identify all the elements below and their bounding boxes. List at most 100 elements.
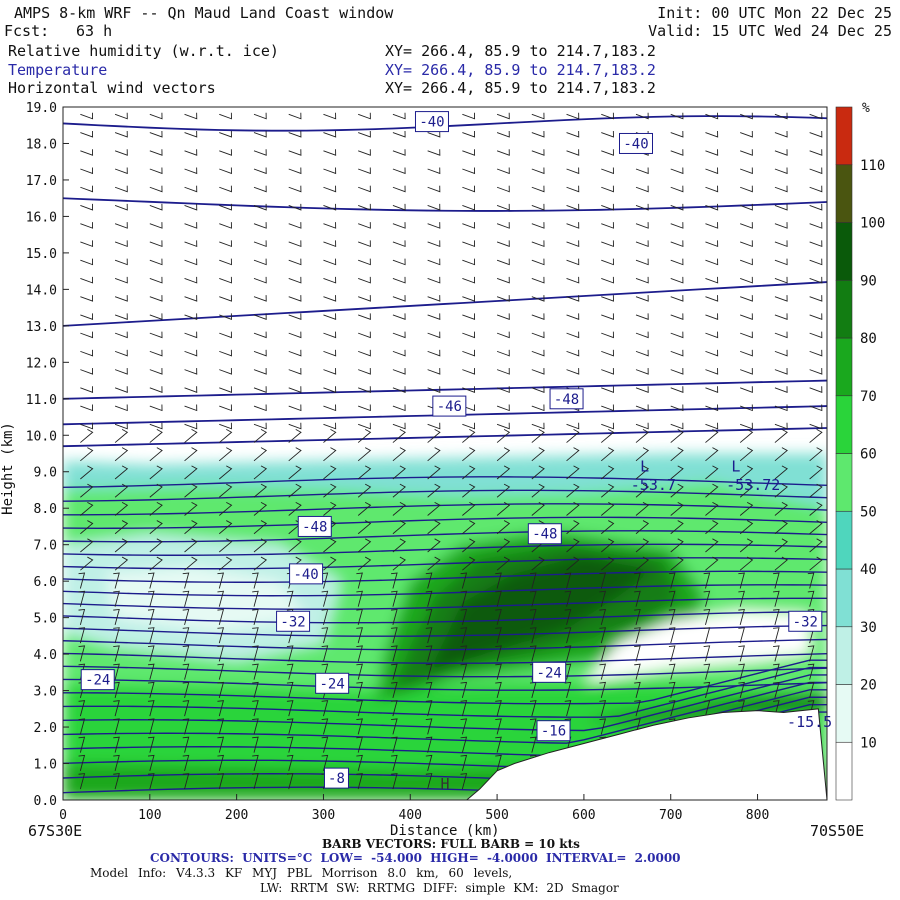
wind-barb <box>114 368 128 375</box>
wind-barb <box>78 645 86 662</box>
isotherm <box>63 659 827 705</box>
wind-barb <box>462 112 476 120</box>
wind-barb <box>566 203 580 211</box>
wind-barb <box>253 465 268 480</box>
wind-barb <box>496 501 511 516</box>
wind-barb <box>740 313 753 320</box>
wind-barb <box>391 773 398 790</box>
wind-barb <box>495 754 502 771</box>
wind-barb <box>599 572 607 589</box>
wind-barb <box>427 538 441 553</box>
wind-barb <box>323 258 337 266</box>
wind-barb <box>358 349 371 357</box>
wind-barb <box>809 428 823 443</box>
wind-barb <box>460 645 468 662</box>
wind-barb <box>149 130 163 138</box>
wind-barb <box>113 627 120 644</box>
wind-barb <box>670 258 684 266</box>
wind-barb <box>670 276 684 284</box>
wind-barb <box>184 295 198 302</box>
wind-barb <box>427 240 441 248</box>
wind-barb <box>357 428 372 443</box>
wind-barb <box>356 627 363 644</box>
wind-barb <box>356 663 363 680</box>
wind-barb <box>531 222 545 229</box>
wind-barb <box>740 185 753 193</box>
wind-barb <box>809 520 823 535</box>
wind-barb <box>114 349 128 357</box>
wind-barb <box>219 295 232 302</box>
wind-barb <box>392 295 406 302</box>
wind-barb <box>668 627 676 644</box>
colorbar-bin <box>835 337 853 397</box>
contour-label-box <box>788 610 823 632</box>
x-tick-label: 200 <box>225 808 248 823</box>
wind-barb <box>531 258 545 266</box>
wind-barb <box>253 185 267 193</box>
wind-barb <box>184 520 198 535</box>
wind-barb <box>705 222 719 229</box>
forecast-hours: 63 h <box>76 22 113 40</box>
wind-barb <box>184 258 198 266</box>
y-tick-label: 6.0 <box>34 575 57 590</box>
isotherm <box>63 624 827 637</box>
wind-barb <box>496 112 510 120</box>
wind-barb <box>809 447 823 462</box>
wind-barb <box>460 681 468 698</box>
wind-barb <box>80 404 94 412</box>
wind-barb <box>80 501 94 516</box>
wind-barb <box>147 681 155 698</box>
wind-barb <box>219 386 232 393</box>
contour-label: -32 <box>280 614 305 630</box>
wind-barb <box>253 130 267 138</box>
wind-barb <box>288 203 302 211</box>
wind-barb <box>321 608 329 626</box>
wind-barb <box>774 295 788 302</box>
wind-barb <box>462 368 476 375</box>
wind-barb <box>323 222 337 229</box>
wind-barb <box>252 681 259 698</box>
wind-barb <box>80 222 94 229</box>
wind-barb <box>809 556 823 571</box>
wind-barb <box>392 112 406 120</box>
contour-label-box <box>276 610 311 632</box>
wind-barb <box>531 167 545 175</box>
wind-barb <box>149 428 163 443</box>
wind-barb <box>392 313 406 320</box>
wind-barb <box>462 422 476 430</box>
isotherm <box>63 197 827 212</box>
wind-barb <box>113 718 120 735</box>
wind-barb <box>740 203 753 211</box>
wind-barb <box>599 681 607 698</box>
wind-barb <box>601 386 614 393</box>
wind-barb <box>288 483 302 498</box>
wind-barb <box>634 645 641 662</box>
wind-barb <box>601 368 614 375</box>
wind-barb <box>184 331 198 339</box>
wind-barb <box>427 386 441 393</box>
wind-barb <box>601 203 614 211</box>
wind-barb <box>738 572 745 589</box>
colorbar-label: 70 <box>860 389 877 405</box>
wind-barb <box>531 368 545 375</box>
wind-barb <box>147 590 155 607</box>
contour-label: -24 <box>319 676 344 692</box>
wind-barb <box>427 520 441 535</box>
wind-barb <box>427 258 441 266</box>
wind-barb <box>740 368 753 375</box>
wind-barb <box>425 773 433 790</box>
wind-barb <box>425 663 433 680</box>
wind-barb <box>635 167 649 175</box>
wind-barb <box>357 520 372 535</box>
wind-barb <box>740 349 753 357</box>
wind-barb <box>668 645 676 662</box>
wind-barb <box>635 203 649 211</box>
wind-barb <box>774 447 788 462</box>
wind-barb <box>357 501 372 516</box>
colorbar-bin <box>835 741 853 801</box>
wind-barb <box>219 313 232 320</box>
wind-barb <box>149 203 163 211</box>
wind-barb <box>705 149 719 156</box>
y-tick-label: 5.0 <box>34 612 57 627</box>
annotation: -53.7 <box>631 476 676 494</box>
